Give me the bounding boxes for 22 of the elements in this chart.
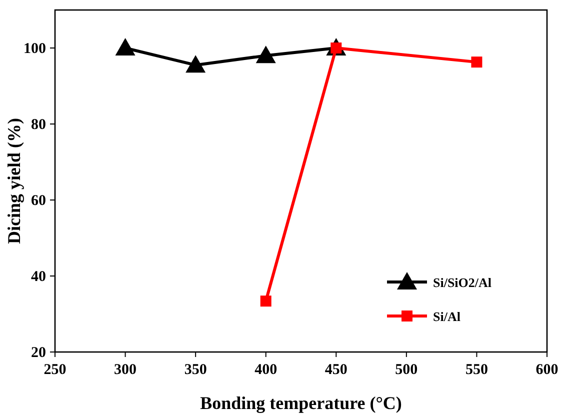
y-tick-label: 60 (31, 193, 46, 209)
x-axis-title: Bonding temperature (°C) (200, 393, 402, 413)
x-tick-label: 300 (114, 362, 137, 378)
legend-label: Si/SiO2/Al (433, 275, 492, 290)
x-tick-label: 450 (324, 362, 348, 378)
point (186, 55, 206, 73)
x-tick-label: 400 (254, 362, 278, 378)
y-tick-label: 100 (24, 41, 46, 57)
x-tick-label: 600 (536, 362, 558, 378)
point (115, 38, 136, 56)
point (260, 296, 272, 307)
point (471, 56, 482, 68)
x-tick-label: 500 (395, 362, 418, 378)
legend-label: Si/Al (433, 309, 461, 324)
x-tick-label: 550 (465, 362, 488, 378)
x-tick-label: 350 (184, 362, 207, 378)
point (256, 46, 276, 64)
y-tick-label: 80 (31, 117, 46, 133)
y-tick-label: 40 (31, 269, 46, 285)
y-tick-label: 20 (31, 345, 46, 361)
y-axis-title: Dicing yield (%) (4, 118, 24, 244)
x-tick-label: 250 (44, 362, 66, 378)
